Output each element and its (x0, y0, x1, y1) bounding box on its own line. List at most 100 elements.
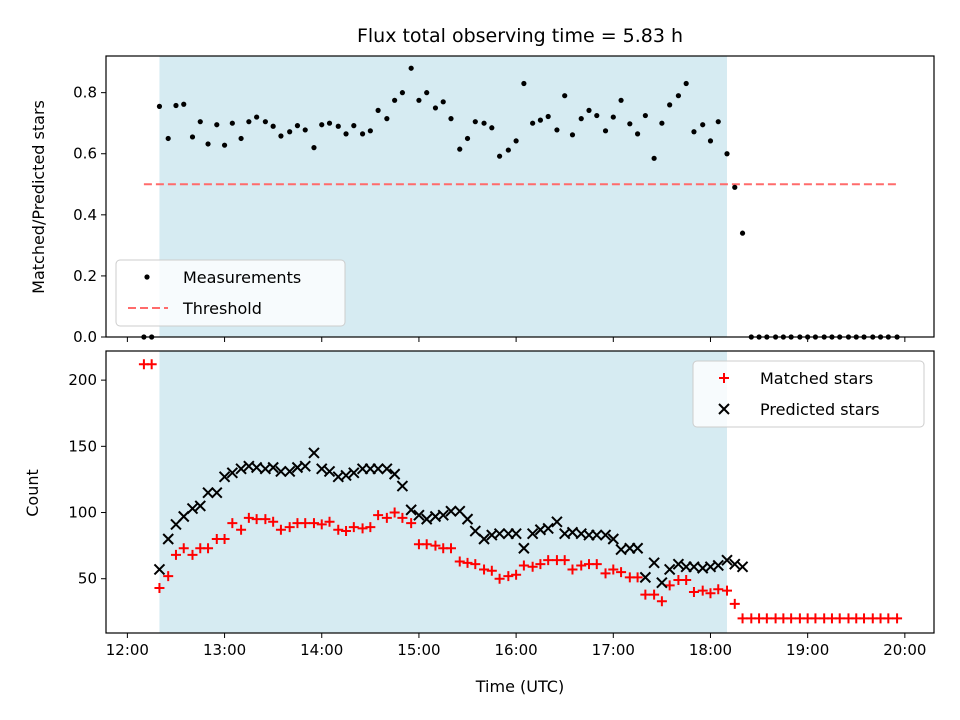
data-point (566, 526, 579, 539)
data-point (496, 153, 503, 159)
data-point (448, 116, 454, 122)
data-point (526, 527, 539, 540)
data-point (639, 571, 652, 584)
data-point (348, 522, 359, 533)
data-point (786, 613, 797, 624)
data-point (163, 571, 174, 582)
data-point (691, 129, 697, 135)
data-point (187, 549, 198, 560)
data-point (672, 558, 685, 570)
data-point (472, 119, 478, 125)
data-point (275, 465, 287, 478)
data-point (594, 112, 600, 119)
data-point (173, 102, 179, 109)
data-point (640, 589, 651, 600)
data-point (667, 102, 673, 108)
data-point (608, 564, 619, 575)
data-point (616, 567, 627, 578)
data-point (494, 573, 505, 584)
data-point (545, 113, 551, 120)
data-point (712, 559, 724, 572)
data-point (392, 97, 398, 103)
data-point (724, 151, 730, 157)
x-tick-label: 17:00 (592, 641, 635, 659)
data-point (721, 554, 733, 566)
data-point (518, 560, 529, 571)
data-point (478, 533, 490, 545)
legend-point-marker (144, 274, 150, 280)
data-point (367, 128, 373, 134)
data-point (388, 468, 401, 480)
x-tick-label: 18:00 (689, 641, 732, 659)
data-point (405, 504, 417, 516)
data-point (154, 582, 165, 593)
data-point (576, 560, 587, 571)
data-point (715, 119, 721, 125)
data-point (542, 522, 554, 535)
data-point (373, 510, 384, 521)
data-point (323, 465, 336, 478)
data-point (226, 467, 239, 479)
data-point (527, 561, 538, 572)
data-point (351, 123, 357, 129)
data-point (530, 120, 536, 126)
data-point (214, 122, 220, 128)
data-point (688, 561, 700, 573)
data-point (681, 575, 692, 586)
data-point (659, 120, 665, 126)
data-point (302, 127, 308, 133)
data-point (420, 513, 433, 525)
y-tick-label: 0.2 (73, 267, 97, 285)
data-point (203, 543, 214, 554)
axes-frame (105, 55, 935, 338)
series-0 (138, 359, 903, 624)
x-tick-label: 19:00 (786, 641, 829, 659)
data-point (236, 524, 247, 535)
data-point (316, 519, 327, 530)
data-point (705, 588, 716, 599)
series-1 (153, 447, 749, 589)
data-point (511, 569, 522, 580)
data-point (283, 465, 296, 478)
data-point (461, 513, 474, 525)
series-0 (141, 65, 900, 340)
data-point (615, 543, 627, 556)
data-point (469, 525, 482, 537)
data-point (737, 613, 748, 624)
data-point (278, 133, 284, 139)
data-point (810, 613, 821, 624)
legend: Measurements Threshold (115, 259, 346, 327)
data-point (513, 138, 519, 144)
data-point (396, 480, 409, 492)
data-point (243, 512, 254, 523)
data-point (235, 463, 247, 475)
data-point (462, 557, 473, 568)
data-point (591, 559, 602, 570)
data-point (454, 556, 465, 567)
data-point (254, 114, 260, 120)
legend-entry: Matched stars (719, 369, 873, 388)
data-point (591, 529, 603, 541)
data-point (648, 557, 660, 569)
data-point (181, 101, 187, 107)
legend-entry: Predicted stars (718, 400, 880, 419)
data-point (421, 539, 432, 550)
data-point (287, 129, 293, 135)
data-point (372, 463, 384, 475)
data-point (294, 123, 301, 129)
data-point (165, 135, 171, 142)
data-point (416, 97, 422, 103)
legend-label: Matched stars (760, 369, 873, 388)
legend-box (692, 360, 925, 428)
data-point (308, 447, 320, 459)
data-point (618, 97, 624, 103)
data-point (311, 145, 317, 151)
data-point (656, 596, 667, 607)
data-point (688, 586, 699, 597)
data-point (649, 589, 660, 600)
data-point (250, 461, 263, 474)
data-point (326, 120, 333, 126)
data-point (578, 116, 584, 122)
legend-entry: Threshold (128, 299, 262, 318)
